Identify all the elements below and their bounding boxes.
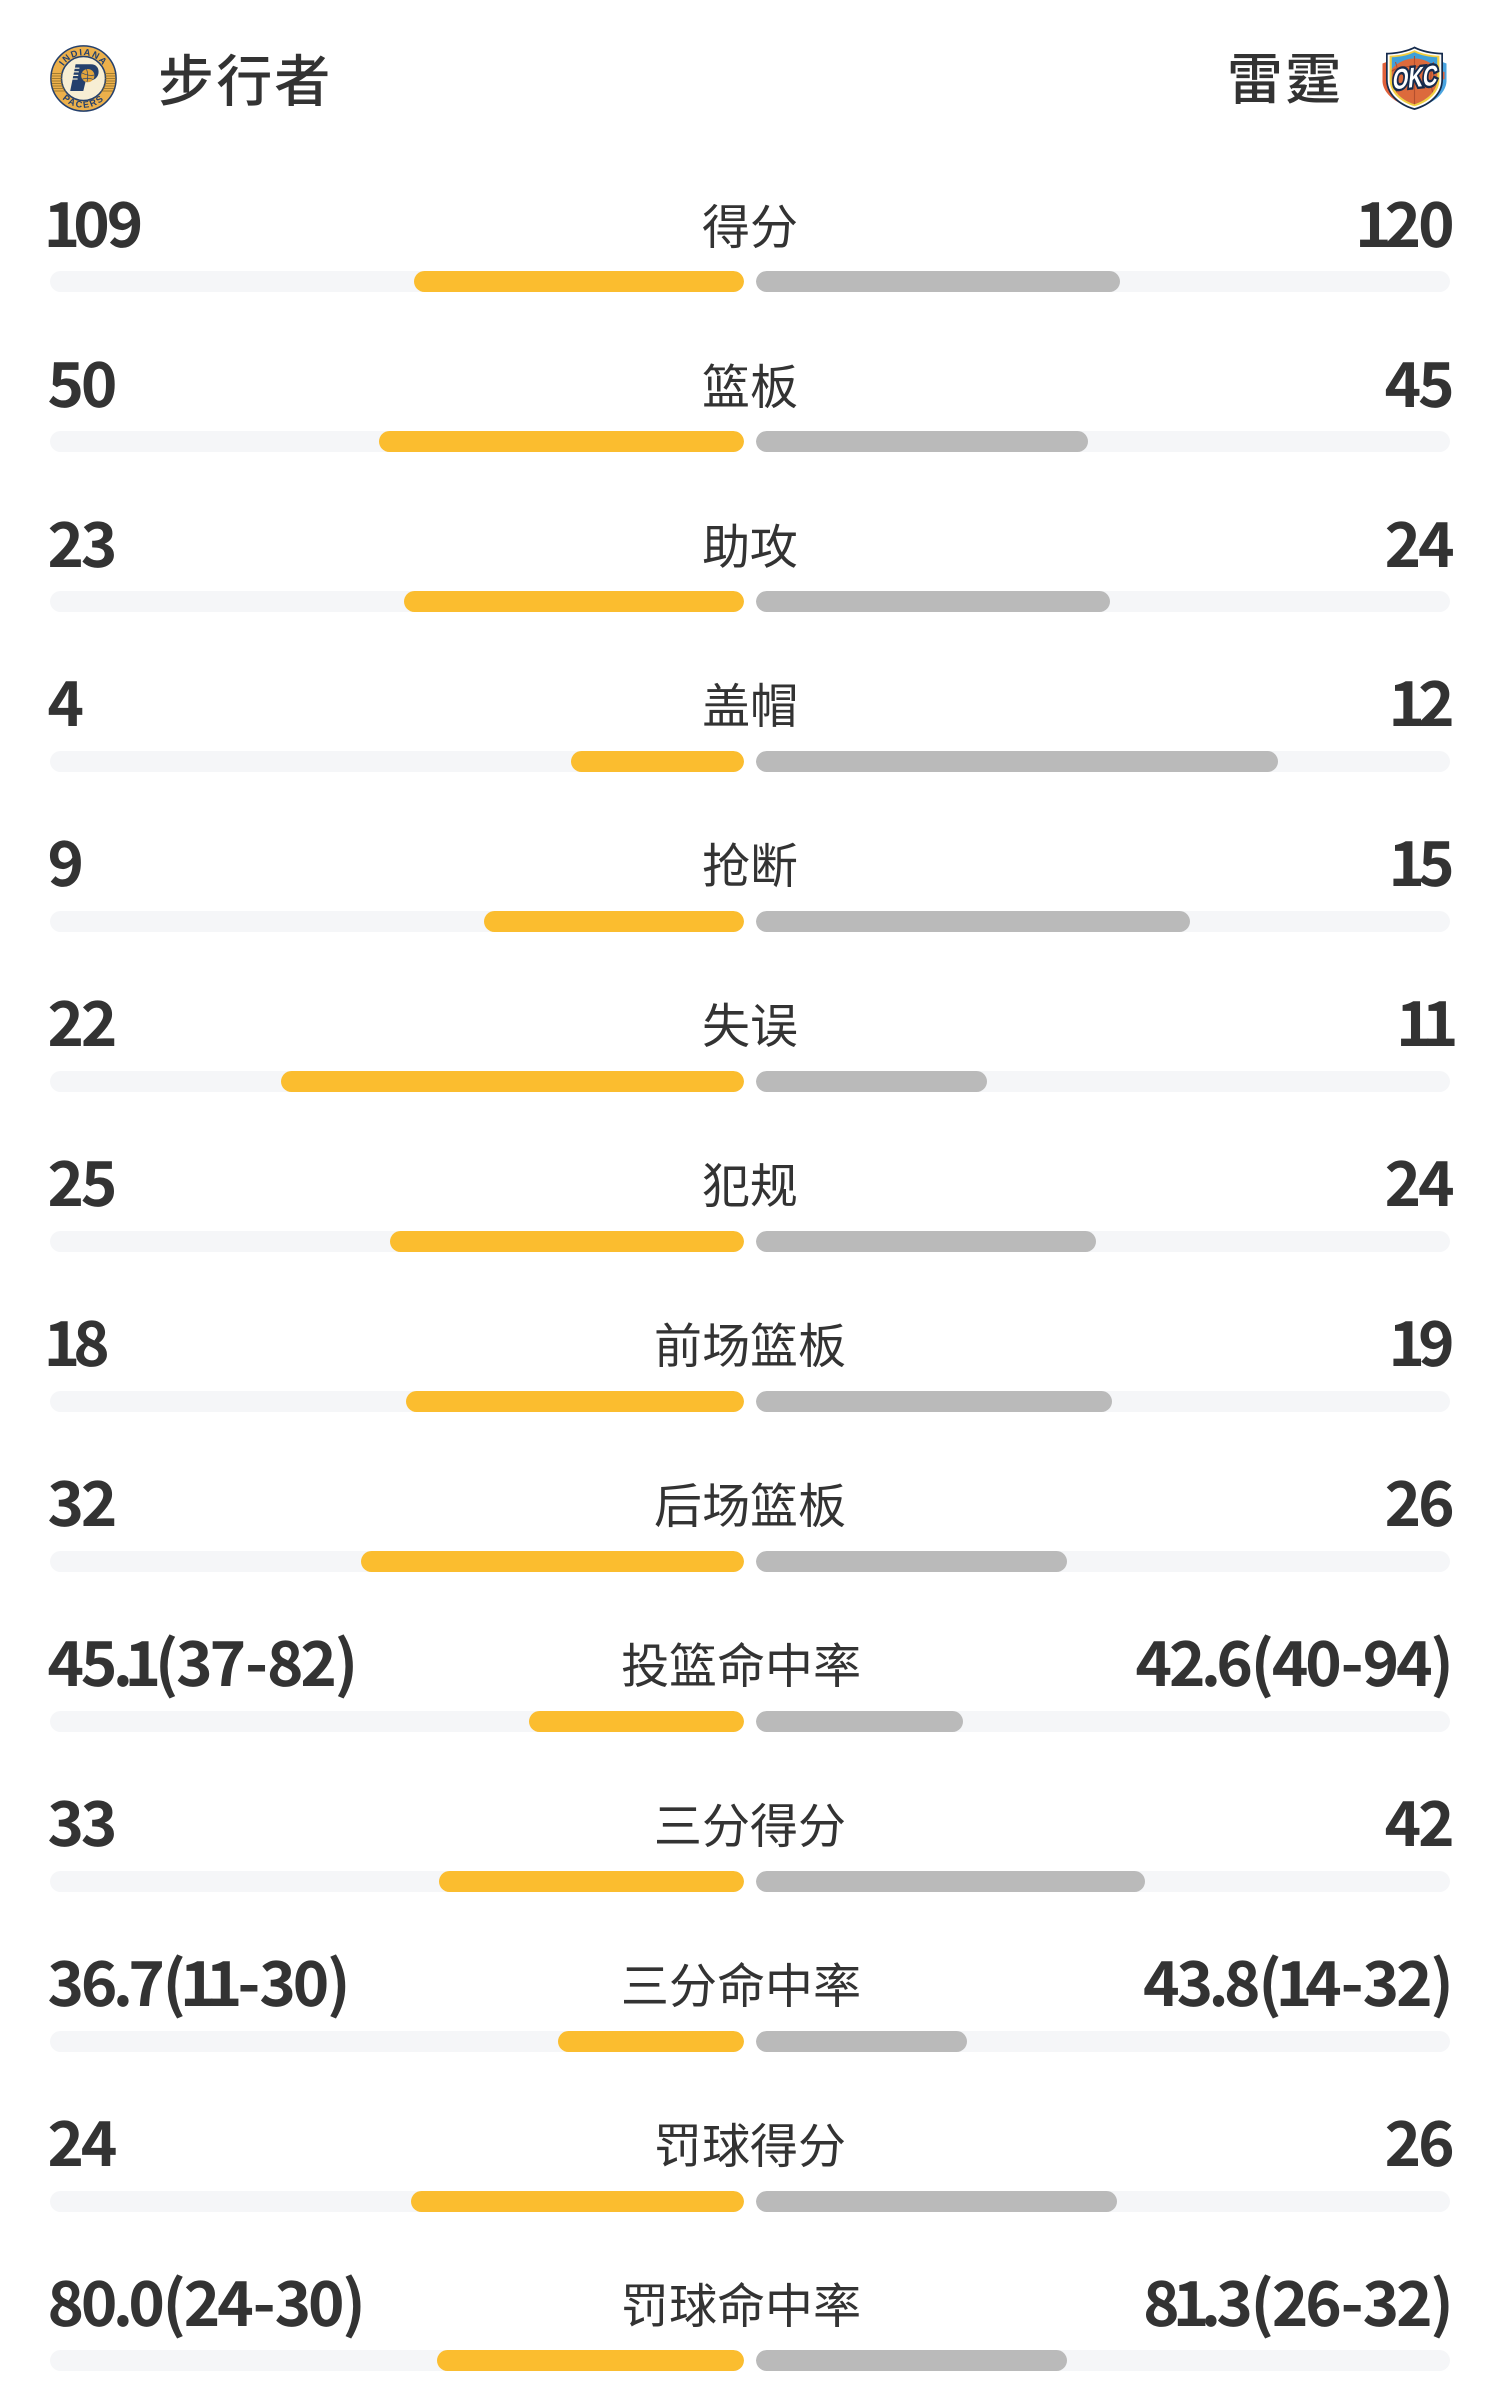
svg-text:OKC: OKC (1391, 59, 1439, 96)
